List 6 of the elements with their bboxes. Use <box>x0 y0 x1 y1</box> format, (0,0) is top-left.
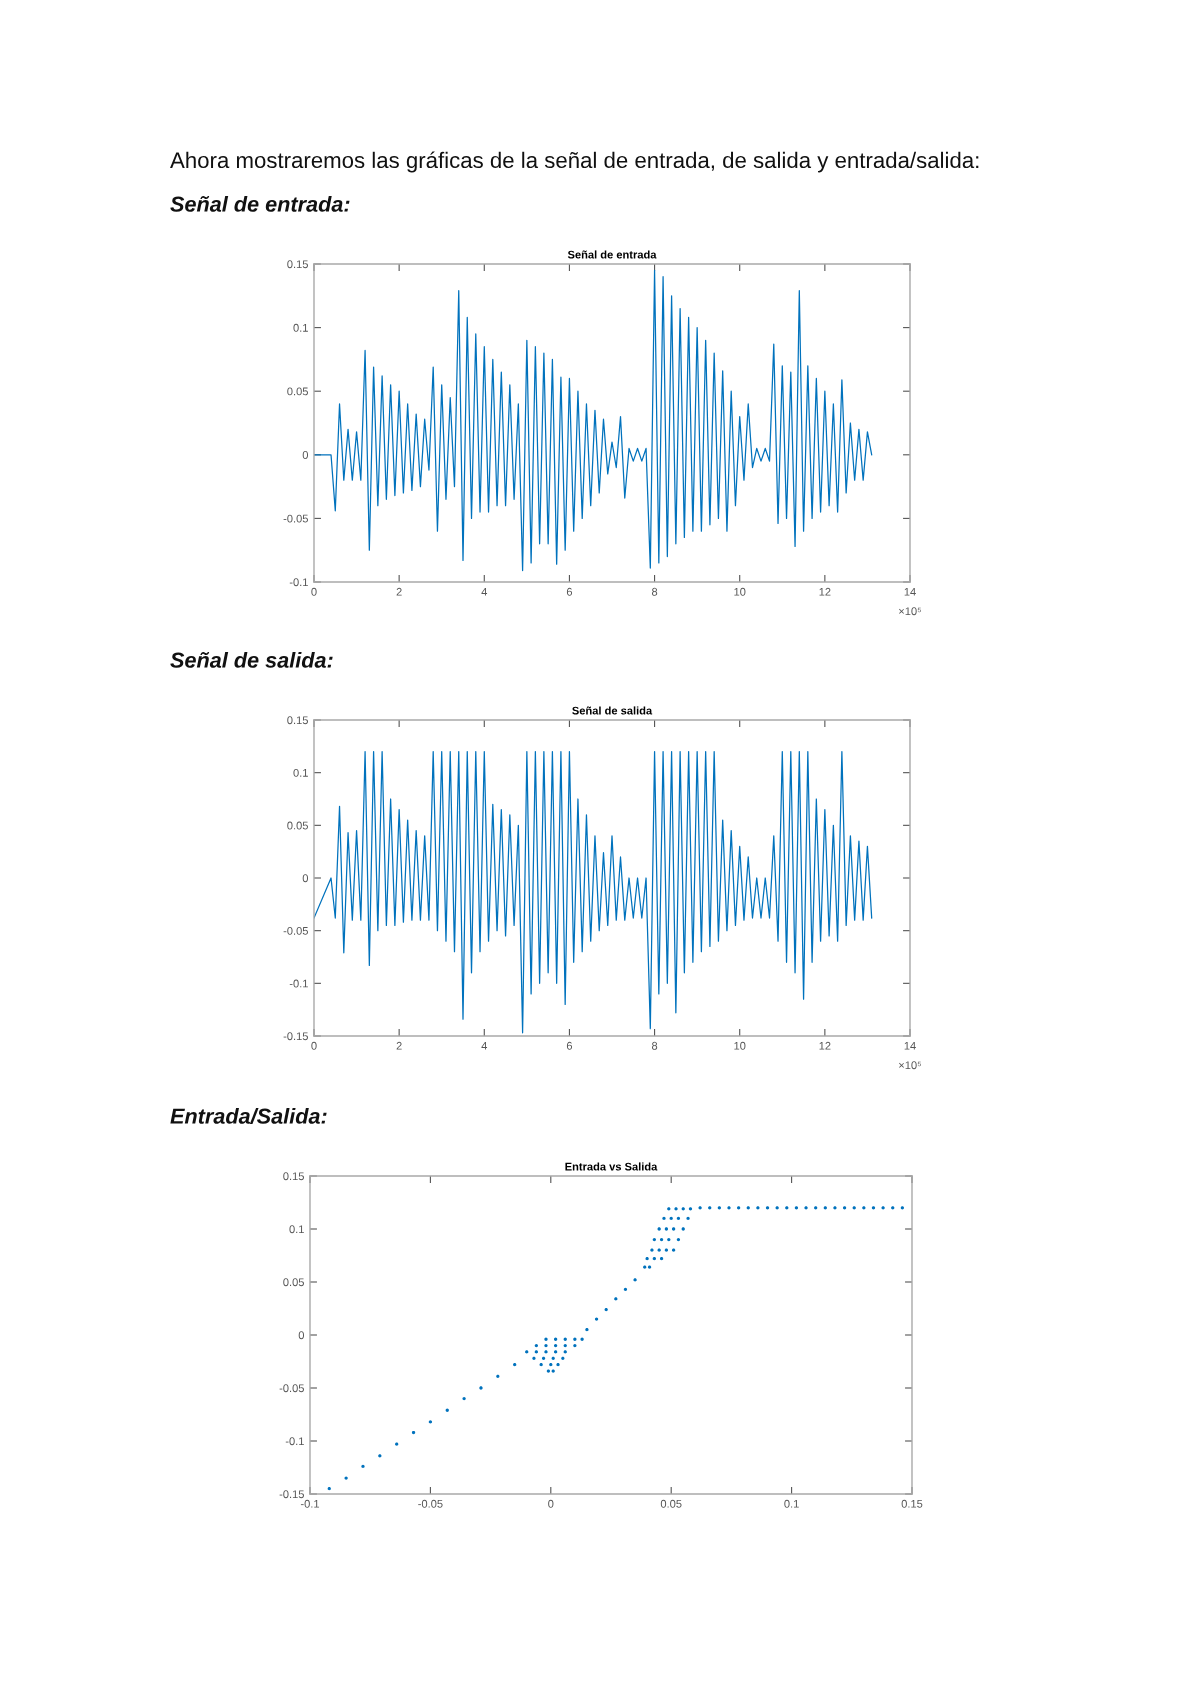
text: Señal de salida: <box>170 651 333 668</box>
line-series <box>314 750 873 1034</box>
line-series <box>314 269 873 572</box>
text: Señal de entrada: <box>170 195 350 212</box>
text: Entrada/Salida: <box>170 1107 327 1125</box>
text: Ahora mostraremos las gráficas de la señal de entrada, de salida y entrada/salida: <box>170 151 979 173</box>
